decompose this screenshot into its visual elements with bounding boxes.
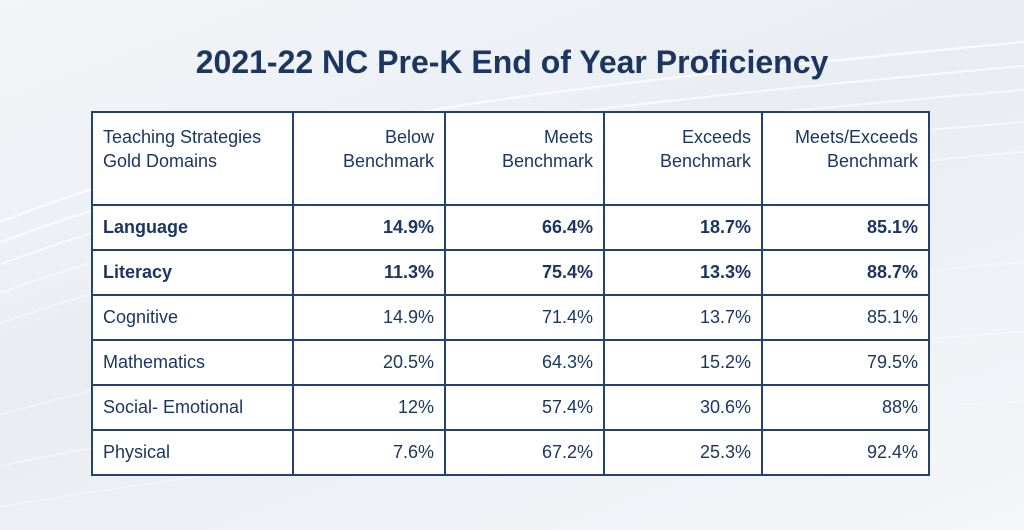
meets-exceeds-cell: 92.4% [761,429,930,476]
meets-exceeds-cell: 85.1% [761,294,930,341]
exceeds-cell: 18.7% [603,204,763,251]
below-cell: 7.6% [292,429,446,476]
table-row: Literacy 11.3% 75.4% 13.3% 88.7% [91,249,930,296]
meets-cell: 67.2% [444,429,605,476]
exceeds-cell: 13.7% [603,294,763,341]
meets-cell: 66.4% [444,204,605,251]
domain-cell: Language [91,204,294,251]
table-row: Language 14.9% 66.4% 18.7% 85.1% [91,204,930,251]
meets-exceeds-cell: 88.7% [761,249,930,296]
meets-cell: 71.4% [444,294,605,341]
domain-cell: Cognitive [91,294,294,341]
table-header-row: Teaching Strategies Gold Domains Below B… [91,111,930,206]
below-cell: 20.5% [292,339,446,386]
domain-cell: Social- Emotional [91,384,294,431]
below-cell: 14.9% [292,294,446,341]
exceeds-cell: 30.6% [603,384,763,431]
domain-cell: Literacy [91,249,294,296]
meets-cell: 57.4% [444,384,605,431]
table-row: Cognitive 14.9% 71.4% 13.7% 85.1% [91,294,930,341]
chart-title: 2021-22 NC Pre-K End of Year Proficiency [195,44,829,80]
header-domains: Teaching Strategies Gold Domains [91,111,294,206]
meets-exceeds-cell: 79.5% [761,339,930,386]
meets-cell: 64.3% [444,339,605,386]
header-below-benchmark: Below Benchmark [292,111,446,206]
below-cell: 12% [292,384,446,431]
proficiency-table: Teaching Strategies Gold Domains Below B… [91,111,930,476]
meets-exceeds-cell: 88% [761,384,930,431]
meets-cell: 75.4% [444,249,605,296]
below-cell: 14.9% [292,204,446,251]
below-cell: 11.3% [292,249,446,296]
table-row: Mathematics 20.5% 64.3% 15.2% 79.5% [91,339,930,386]
table-row: Physical 7.6% 67.2% 25.3% 92.4% [91,429,930,476]
domain-cell: Mathematics [91,339,294,386]
table-row: Social- Emotional 12% 57.4% 30.6% 88% [91,384,930,431]
exceeds-cell: 13.3% [603,249,763,296]
domain-cell: Physical [91,429,294,476]
header-meets-exceeds-benchmark: Meets/Exceeds Benchmark [761,111,930,206]
meets-exceeds-cell: 85.1% [761,204,930,251]
exceeds-cell: 15.2% [603,339,763,386]
header-exceeds-benchmark: Exceeds Benchmark [603,111,763,206]
header-meets-benchmark: Meets Benchmark [444,111,605,206]
exceeds-cell: 25.3% [603,429,763,476]
